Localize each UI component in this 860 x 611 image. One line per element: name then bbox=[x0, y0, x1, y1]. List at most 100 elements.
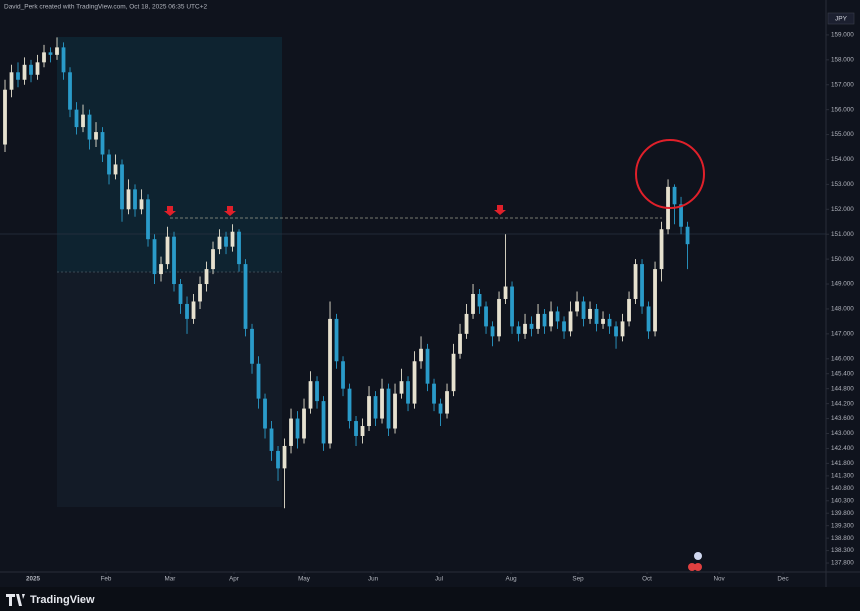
candle-body bbox=[35, 62, 40, 75]
candle-body bbox=[464, 313, 469, 334]
candle-body bbox=[94, 132, 98, 140]
y-tick-label: 156.000 bbox=[831, 106, 854, 113]
y-tick-label: 143.600 bbox=[831, 415, 854, 422]
candle-body bbox=[55, 47, 59, 55]
candle-body bbox=[503, 286, 508, 299]
candle-body bbox=[302, 408, 306, 439]
y-tick-label: 146.000 bbox=[831, 355, 854, 362]
brand-logo bbox=[6, 594, 25, 606]
candle-body bbox=[146, 199, 150, 240]
y-tick-label: 139.300 bbox=[831, 522, 854, 529]
candle-body bbox=[646, 306, 651, 332]
candle-body bbox=[16, 72, 20, 80]
candle-body bbox=[685, 226, 690, 245]
candle-body bbox=[419, 348, 423, 362]
candle-body bbox=[120, 164, 124, 210]
x-tick-label: Mar bbox=[165, 576, 176, 583]
candle-body bbox=[360, 426, 365, 436]
y-tick-label: 144.200 bbox=[831, 400, 854, 407]
arrow bbox=[494, 205, 506, 215]
y-tick-label: 137.800 bbox=[831, 560, 854, 567]
candle-body bbox=[256, 363, 261, 399]
y-tick-label: 150.000 bbox=[831, 256, 854, 263]
highlight-zone-upper bbox=[57, 37, 282, 272]
candle-body bbox=[393, 393, 397, 429]
candle-body bbox=[640, 264, 644, 307]
candle-body bbox=[68, 72, 72, 110]
candle-body bbox=[614, 326, 618, 337]
highlight-zone-lower bbox=[57, 272, 282, 507]
candle-body bbox=[562, 321, 566, 332]
candle-body bbox=[237, 231, 241, 265]
candle-body bbox=[126, 189, 131, 210]
candle-body bbox=[347, 388, 352, 422]
y-tick-label: 149.000 bbox=[831, 281, 854, 288]
candle-body bbox=[620, 321, 625, 337]
candle-body bbox=[159, 264, 163, 275]
y-tick-label: 157.000 bbox=[831, 81, 854, 88]
candle-body bbox=[523, 323, 527, 334]
candle-body bbox=[61, 47, 66, 73]
candle-body bbox=[178, 284, 183, 304]
arrow bbox=[224, 206, 236, 216]
candle-body bbox=[607, 318, 612, 327]
candle-body bbox=[490, 326, 495, 337]
candle-body bbox=[445, 391, 449, 414]
y-tick-label: 138.300 bbox=[831, 547, 854, 554]
highlight-circle bbox=[635, 139, 705, 209]
y-tick-label: 148.000 bbox=[831, 306, 854, 313]
event-icon bbox=[694, 552, 702, 560]
y-tick-label: 158.000 bbox=[831, 57, 854, 64]
candle-body bbox=[250, 328, 254, 364]
y-tick-label: 145.400 bbox=[831, 370, 854, 377]
candle-body bbox=[276, 450, 280, 469]
candle-body bbox=[74, 109, 79, 128]
candle-body bbox=[542, 313, 547, 327]
candle-body bbox=[165, 236, 170, 265]
candle-body bbox=[107, 154, 111, 175]
candle-body bbox=[510, 286, 514, 327]
candle-body bbox=[243, 264, 248, 329]
candles bbox=[3, 37, 690, 509]
y-axis-unit: JPY bbox=[835, 16, 848, 23]
y-tick-label: 142.400 bbox=[831, 445, 854, 452]
candle-body bbox=[497, 298, 501, 337]
candle-body bbox=[549, 311, 553, 327]
candle-body bbox=[458, 333, 462, 354]
candle-body bbox=[581, 301, 586, 319]
candle-body bbox=[653, 269, 657, 332]
candle-body bbox=[321, 401, 326, 444]
y-tick-label: 147.000 bbox=[831, 331, 854, 338]
y-tick-label: 152.000 bbox=[831, 206, 854, 213]
candle-body bbox=[568, 311, 573, 332]
candle-body bbox=[22, 64, 27, 80]
x-tick-label: Nov bbox=[713, 576, 725, 583]
candle-body bbox=[308, 381, 313, 409]
candle-body bbox=[451, 353, 456, 392]
footer-bar bbox=[0, 587, 860, 611]
candle-body bbox=[282, 445, 287, 469]
candle-body bbox=[477, 293, 482, 307]
candle-body bbox=[113, 164, 118, 175]
x-tick-label: Aug bbox=[505, 576, 517, 583]
candle-body bbox=[29, 64, 33, 75]
candle-body bbox=[211, 249, 215, 270]
candle-body bbox=[633, 264, 638, 299]
candle-body bbox=[315, 381, 319, 402]
candle-body bbox=[341, 361, 345, 389]
candle-body bbox=[198, 284, 202, 302]
candle-body bbox=[263, 398, 267, 429]
candle-body bbox=[81, 114, 85, 128]
x-tick-label: Jul bbox=[435, 576, 443, 583]
brand: TradingView bbox=[30, 594, 95, 606]
credit: David_Perk created with TradingView.com,… bbox=[4, 4, 207, 11]
y-tick-label: 151.000 bbox=[831, 231, 854, 238]
candle-body bbox=[380, 388, 384, 419]
candle-body bbox=[575, 301, 579, 312]
candle-body bbox=[373, 396, 378, 419]
y-tick-label: 140.300 bbox=[831, 497, 854, 504]
y-tick-label: 141.800 bbox=[831, 460, 854, 467]
x-tick-label: 2025 bbox=[26, 576, 41, 583]
